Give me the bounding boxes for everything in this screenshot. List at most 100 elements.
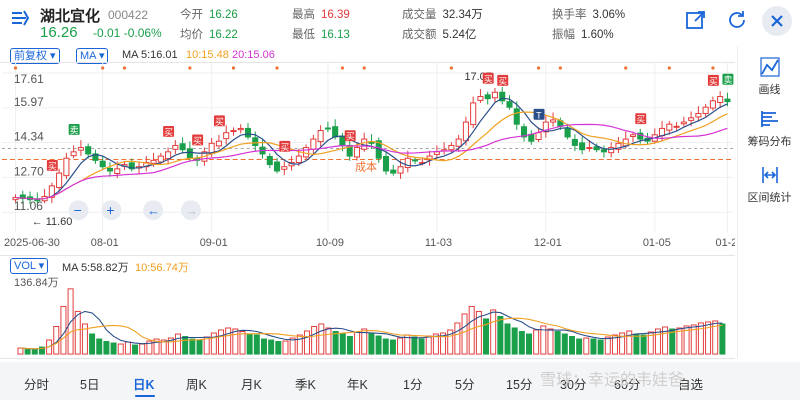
volume-bar — [361, 328, 368, 355]
volume-bar — [282, 340, 289, 355]
tab-4[interactable]: 周K — [186, 378, 207, 392]
candle-body — [528, 133, 535, 142]
event-dot — [275, 66, 279, 70]
refresh-icon[interactable] — [724, 7, 750, 33]
ma20-line — [15, 123, 728, 200]
avg-stat: 均价 16.22 — [180, 29, 238, 41]
candle-body — [12, 197, 19, 201]
event-dot — [536, 66, 541, 70]
svg-text:买: 买 — [280, 142, 289, 152]
scroll-left-button — [143, 200, 164, 221]
buy-marker: 买 — [635, 113, 647, 125]
price-tick: 11.06 — [14, 199, 43, 213]
volume-bar — [246, 333, 253, 355]
candle-body — [106, 167, 114, 172]
svg-text:←: ← — [147, 203, 160, 218]
vol-ma10: 10:56.74万 — [135, 262, 189, 274]
volume-bar — [311, 325, 318, 355]
candle-body — [303, 147, 310, 158]
volume-bar — [697, 322, 704, 355]
interval-stats-tool[interactable]: 区间统计 — [738, 164, 800, 205]
volume-bar — [232, 328, 239, 355]
vol-ma5-line — [20, 310, 723, 350]
volume-bar — [325, 327, 332, 355]
volume-bar — [425, 335, 432, 355]
volume-bar — [526, 333, 532, 355]
stock-name: 湖北宜化 — [40, 8, 101, 25]
volume-bar — [332, 331, 339, 355]
chip-distribution-tool[interactable]: 筹码分布 — [738, 108, 800, 149]
tab-2[interactable]: 5日 — [80, 378, 100, 392]
event-dot — [122, 66, 127, 70]
tab-9[interactable]: 5分 — [455, 378, 475, 392]
vol-ma10-line — [20, 317, 723, 350]
svg-text:买: 买 — [215, 117, 224, 127]
candle-body — [324, 127, 331, 130]
vol-indicator-dropdown[interactable]: VOL ▾ — [10, 258, 49, 274]
event-dot — [231, 66, 236, 70]
menu-collapse-icon[interactable] — [10, 8, 30, 28]
tab-13[interactable]: 自选 — [678, 378, 704, 392]
current-price: 16.26 — [40, 24, 78, 41]
volume-chart[interactable] — [0, 255, 735, 359]
volume-bar — [590, 338, 597, 355]
volume-bar — [640, 334, 647, 355]
volume-bar — [253, 334, 260, 355]
ma20-value: 20:15.06 — [232, 49, 275, 61]
candle-body — [237, 127, 244, 131]
volume-bar — [260, 338, 267, 355]
buy-marker: 买 — [707, 74, 719, 86]
svg-text:买: 买 — [193, 136, 202, 146]
draw-line-tool[interactable]: 画线 — [738, 56, 800, 97]
volume-bar — [619, 332, 626, 355]
candle-body — [244, 127, 252, 138]
indicator-dropdown[interactable]: MA ▾ — [76, 48, 109, 64]
svg-text:卖: 卖 — [723, 75, 732, 85]
tab-10[interactable]: 15分 — [506, 378, 533, 392]
candle-body — [702, 106, 709, 115]
price-tick: 12.70 — [14, 164, 44, 178]
event-dot — [667, 66, 671, 70]
vol-ma5: MA 5:58.82万 — [62, 262, 129, 274]
volume-bar — [547, 328, 554, 355]
tab-12[interactable]: 60分 — [614, 378, 641, 392]
share-icon[interactable] — [683, 7, 709, 33]
event-dot — [449, 66, 453, 70]
candle-body — [172, 144, 179, 150]
tab-5[interactable]: 月K — [241, 378, 262, 392]
candle-body — [520, 126, 528, 138]
svg-text:买: 买 — [164, 127, 173, 137]
volume-bar — [583, 337, 590, 355]
tab-3[interactable]: 日K — [133, 378, 155, 392]
volume-bar — [468, 305, 475, 355]
candle-body — [165, 151, 172, 160]
event-dot — [558, 66, 562, 70]
tab-8[interactable]: 1分 — [403, 378, 423, 392]
tab-6[interactable]: 季K — [295, 378, 316, 392]
candle-body — [114, 168, 121, 175]
candle-body — [317, 130, 324, 143]
tool-sidebar: 画线 筹码分布 区间统计 — [737, 46, 800, 358]
svg-text:买: 买 — [48, 161, 57, 171]
tab-7[interactable]: 年K — [347, 378, 368, 392]
ma10-line — [15, 111, 728, 200]
tab-11[interactable]: 30分 — [560, 378, 587, 392]
candle-body — [695, 113, 702, 118]
adjust-dropdown[interactable]: 前复权 ▾ — [10, 48, 60, 64]
volume-bar — [690, 324, 697, 355]
volume-bar — [346, 336, 353, 355]
close-button[interactable] — [762, 6, 792, 36]
volume-bar — [382, 338, 389, 355]
event-dot — [13, 66, 18, 70]
buy-marker: 买 — [192, 134, 204, 146]
ma10-value: 10:15.48 — [186, 49, 229, 61]
volume-bar — [196, 339, 203, 355]
volume-bar — [568, 336, 575, 355]
volume-bar — [511, 327, 518, 355]
tab-1[interactable]: 分时 — [24, 378, 50, 392]
volume-bar — [576, 338, 583, 355]
buy-marker: 买 — [497, 74, 509, 86]
sell-marker: 卖 — [68, 123, 80, 135]
